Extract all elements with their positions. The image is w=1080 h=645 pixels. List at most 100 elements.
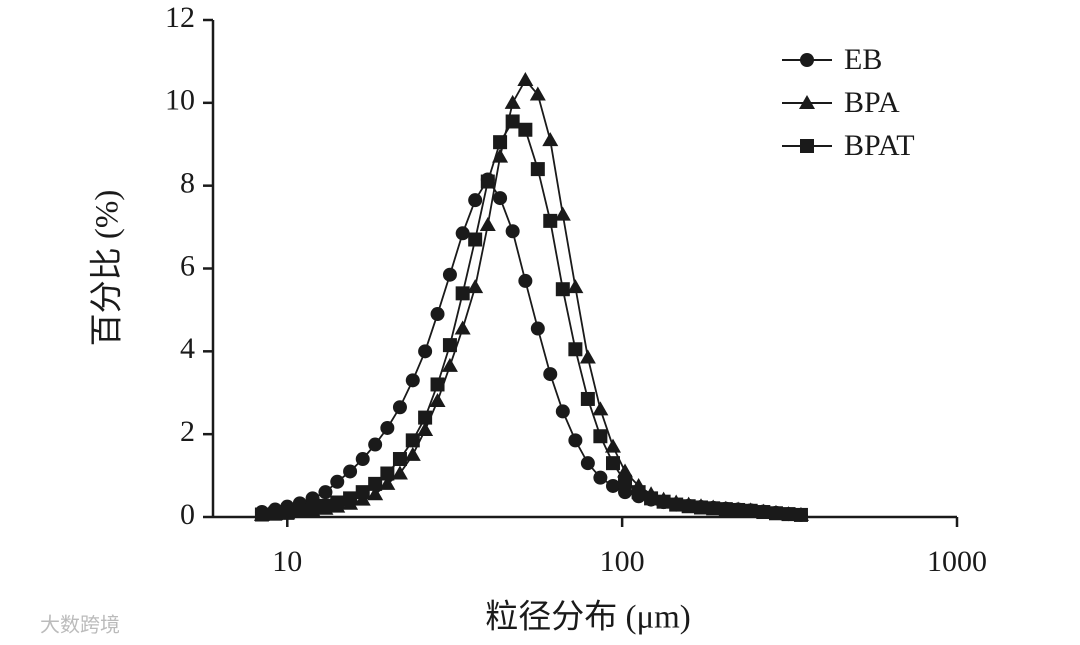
marker-square xyxy=(442,338,457,353)
marker-square xyxy=(430,377,445,392)
x-tick-label: 100 xyxy=(600,545,645,578)
marker-square xyxy=(593,429,608,444)
marker-square xyxy=(254,507,269,522)
marker-square xyxy=(468,232,483,247)
marker-square xyxy=(580,391,595,406)
marker-circle xyxy=(555,404,570,419)
marker-triangle xyxy=(479,217,496,232)
marker-circle xyxy=(430,307,445,322)
marker-square xyxy=(405,433,420,448)
marker-square xyxy=(781,507,796,522)
marker-square xyxy=(480,174,495,189)
marker-triangle xyxy=(429,393,446,408)
marker-triangle xyxy=(467,279,484,294)
x-axis-label: 粒径分布 (μm) xyxy=(485,599,691,636)
marker-square xyxy=(380,466,395,481)
marker-square xyxy=(355,485,370,500)
watermark: 大数跨境 xyxy=(40,613,120,637)
x-tick-label: 1000 xyxy=(927,545,987,578)
marker-square xyxy=(731,502,746,517)
marker-circle xyxy=(418,344,433,359)
legend-label: EB xyxy=(844,43,882,76)
marker-square xyxy=(305,501,320,516)
legend-label: BPAT xyxy=(844,129,915,162)
marker-square xyxy=(555,282,570,297)
marker-square xyxy=(706,501,721,516)
marker-circle xyxy=(455,226,470,241)
marker-circle xyxy=(800,53,814,67)
marker-square xyxy=(418,410,433,425)
marker-square xyxy=(368,476,383,491)
marker-circle xyxy=(330,474,345,489)
marker-circle xyxy=(580,456,595,471)
marker-circle xyxy=(368,437,383,452)
marker-circle xyxy=(568,433,583,448)
marker-square xyxy=(800,139,814,153)
marker-triangle xyxy=(454,320,471,335)
marker-circle xyxy=(518,273,533,288)
marker-square xyxy=(268,506,283,521)
y-tick-label: 0 xyxy=(180,498,195,531)
marker-square xyxy=(694,500,709,515)
marker-circle xyxy=(355,452,370,467)
marker-triangle xyxy=(542,132,559,147)
marker-square xyxy=(793,507,808,522)
marker-square xyxy=(618,474,633,489)
marker-triangle xyxy=(367,486,384,501)
y-tick-label: 4 xyxy=(180,332,195,365)
marker-square xyxy=(681,499,696,514)
marker-triangle xyxy=(404,446,421,461)
marker-square xyxy=(292,503,307,518)
marker-circle xyxy=(405,373,420,388)
marker-triangle xyxy=(554,206,571,221)
marker-square xyxy=(644,491,659,506)
marker-triangle xyxy=(799,95,815,109)
marker-square xyxy=(656,494,671,509)
marker-triangle xyxy=(592,401,609,416)
marker-square xyxy=(669,497,684,512)
marker-triangle xyxy=(504,94,521,109)
y-tick-label: 2 xyxy=(180,415,195,448)
marker-square xyxy=(318,498,333,513)
marker-circle xyxy=(593,470,608,485)
marker-triangle xyxy=(441,357,458,372)
marker-circle xyxy=(392,400,407,415)
marker-square xyxy=(518,122,533,137)
marker-square xyxy=(343,491,358,506)
marker-circle xyxy=(318,485,333,500)
marker-triangle xyxy=(391,465,408,480)
marker-circle xyxy=(543,367,558,382)
marker-square xyxy=(568,342,583,357)
marker-triangle xyxy=(567,279,584,294)
marker-square xyxy=(631,485,646,500)
marker-triangle xyxy=(492,148,509,163)
marker-triangle xyxy=(529,86,546,101)
y-tick-label: 8 xyxy=(180,167,195,200)
marker-triangle xyxy=(379,475,396,490)
marker-circle xyxy=(493,191,508,206)
y-tick-label: 10 xyxy=(165,84,195,117)
marker-square xyxy=(768,506,783,521)
x-tick-label: 10 xyxy=(272,545,302,578)
marker-square xyxy=(756,505,771,520)
marker-square xyxy=(330,495,345,510)
marker-triangle xyxy=(604,438,621,453)
marker-square xyxy=(280,505,295,520)
marker-square xyxy=(743,503,758,518)
marker-triangle xyxy=(579,349,596,364)
y-axis-label: 百分比 (%) xyxy=(90,190,126,347)
marker-circle xyxy=(530,321,545,336)
marker-square xyxy=(493,135,508,150)
marker-circle xyxy=(605,478,620,493)
marker-square xyxy=(530,162,545,177)
marker-circle xyxy=(442,267,457,282)
y-tick-label: 12 xyxy=(165,1,195,34)
marker-circle xyxy=(468,193,483,208)
marker-circle xyxy=(505,224,520,239)
marker-square xyxy=(505,114,520,129)
marker-circle xyxy=(380,420,395,435)
marker-circle xyxy=(343,464,358,479)
marker-square xyxy=(543,213,558,228)
marker-square xyxy=(392,452,407,467)
